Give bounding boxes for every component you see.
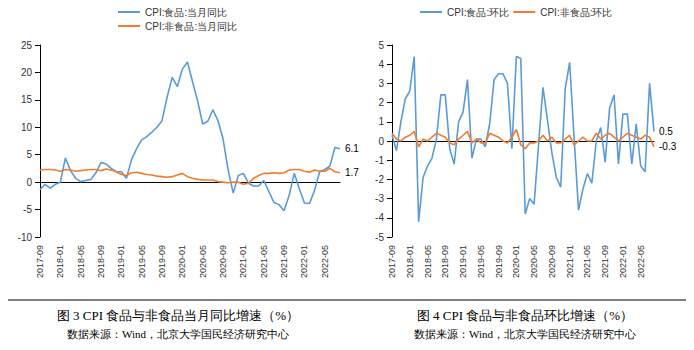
svg-text:2019-05: 2019-05 — [476, 245, 486, 278]
svg-text:CPI:非食品:当月同比: CPI:非食品:当月同比 — [145, 21, 237, 32]
svg-text:1: 1 — [378, 116, 384, 127]
svg-text:0: 0 — [26, 177, 32, 188]
svg-text:25: 25 — [21, 40, 33, 51]
svg-text:1.7: 1.7 — [345, 167, 359, 178]
svg-text:4: 4 — [378, 59, 384, 70]
svg-text:数据来源：Wind，北京大学国民经济研究中心: 数据来源：Wind，北京大学国民经济研究中心 — [67, 328, 289, 340]
svg-text:CPI:食品:当月同比: CPI:食品:当月同比 — [145, 7, 227, 18]
svg-text:2017-09: 2017-09 — [35, 245, 45, 278]
svg-text:-5: -5 — [375, 232, 384, 243]
svg-text:-2: -2 — [375, 174, 384, 185]
svg-text:-10: -10 — [18, 232, 33, 243]
svg-text:2019-09: 2019-09 — [494, 245, 504, 278]
svg-text:CPI:非食品:环比: CPI:非食品:环比 — [540, 7, 612, 18]
svg-text:-5: -5 — [23, 204, 32, 215]
svg-text:0.5: 0.5 — [659, 126, 673, 137]
svg-text:2020-09: 2020-09 — [218, 245, 228, 278]
svg-text:CPI:食品:环比: CPI:食品:环比 — [447, 7, 509, 18]
svg-text:2018-01: 2018-01 — [55, 245, 65, 278]
svg-text:2: 2 — [378, 97, 384, 108]
svg-text:2019-05: 2019-05 — [137, 245, 147, 278]
svg-text:2020-05: 2020-05 — [198, 245, 208, 278]
svg-text:图 4 CPI 食品与非食品环比增速（%）: 图 4 CPI 食品与非食品环比增速（%） — [417, 308, 633, 323]
svg-text:2021-05: 2021-05 — [582, 245, 592, 278]
svg-text:-4: -4 — [375, 212, 384, 223]
svg-text:3: 3 — [378, 78, 384, 89]
svg-text:2017-09: 2017-09 — [387, 245, 397, 278]
svg-text:15: 15 — [21, 94, 33, 105]
svg-text:2019-01: 2019-01 — [458, 245, 468, 278]
svg-text:2021-09: 2021-09 — [600, 245, 610, 278]
svg-text:2021-01: 2021-01 — [565, 245, 575, 278]
svg-text:20: 20 — [21, 67, 33, 78]
svg-text:5: 5 — [26, 149, 32, 160]
svg-text:2018-05: 2018-05 — [423, 245, 433, 278]
svg-text:2018-01: 2018-01 — [405, 245, 415, 278]
svg-text:数据来源：Wind，北京大学国民经济研究中心: 数据来源：Wind，北京大学国民经济研究中心 — [414, 328, 636, 340]
svg-text:6.1: 6.1 — [345, 143, 359, 154]
svg-text:2022-01: 2022-01 — [299, 245, 309, 278]
svg-text:2019-01: 2019-01 — [116, 245, 126, 278]
svg-text:-0.3: -0.3 — [659, 141, 677, 152]
svg-text:2021-09: 2021-09 — [279, 245, 289, 278]
svg-text:2022-05: 2022-05 — [320, 245, 330, 278]
svg-text:2020-01: 2020-01 — [177, 245, 187, 278]
svg-text:2018-09: 2018-09 — [440, 245, 450, 278]
svg-text:2020-05: 2020-05 — [529, 245, 539, 278]
svg-text:2018-05: 2018-05 — [76, 245, 86, 278]
svg-text:2020-09: 2020-09 — [547, 245, 557, 278]
svg-text:2021-05: 2021-05 — [259, 245, 269, 278]
svg-text:2022-05: 2022-05 — [636, 245, 646, 278]
svg-text:2022-01: 2022-01 — [618, 245, 628, 278]
svg-text:10: 10 — [21, 122, 33, 133]
svg-text:-1: -1 — [375, 155, 384, 166]
svg-text:2020-01: 2020-01 — [511, 245, 521, 278]
svg-text:图 3 CPI 食品与非食品当月同比增速（%）: 图 3 CPI 食品与非食品当月同比增速（%） — [57, 308, 299, 323]
svg-text:-3: -3 — [375, 193, 384, 204]
svg-text:2021-01: 2021-01 — [238, 245, 248, 278]
svg-text:0: 0 — [378, 136, 384, 147]
svg-text:2018-09: 2018-09 — [96, 245, 106, 278]
svg-text:2019-09: 2019-09 — [157, 245, 167, 278]
svg-text:5: 5 — [378, 40, 384, 51]
